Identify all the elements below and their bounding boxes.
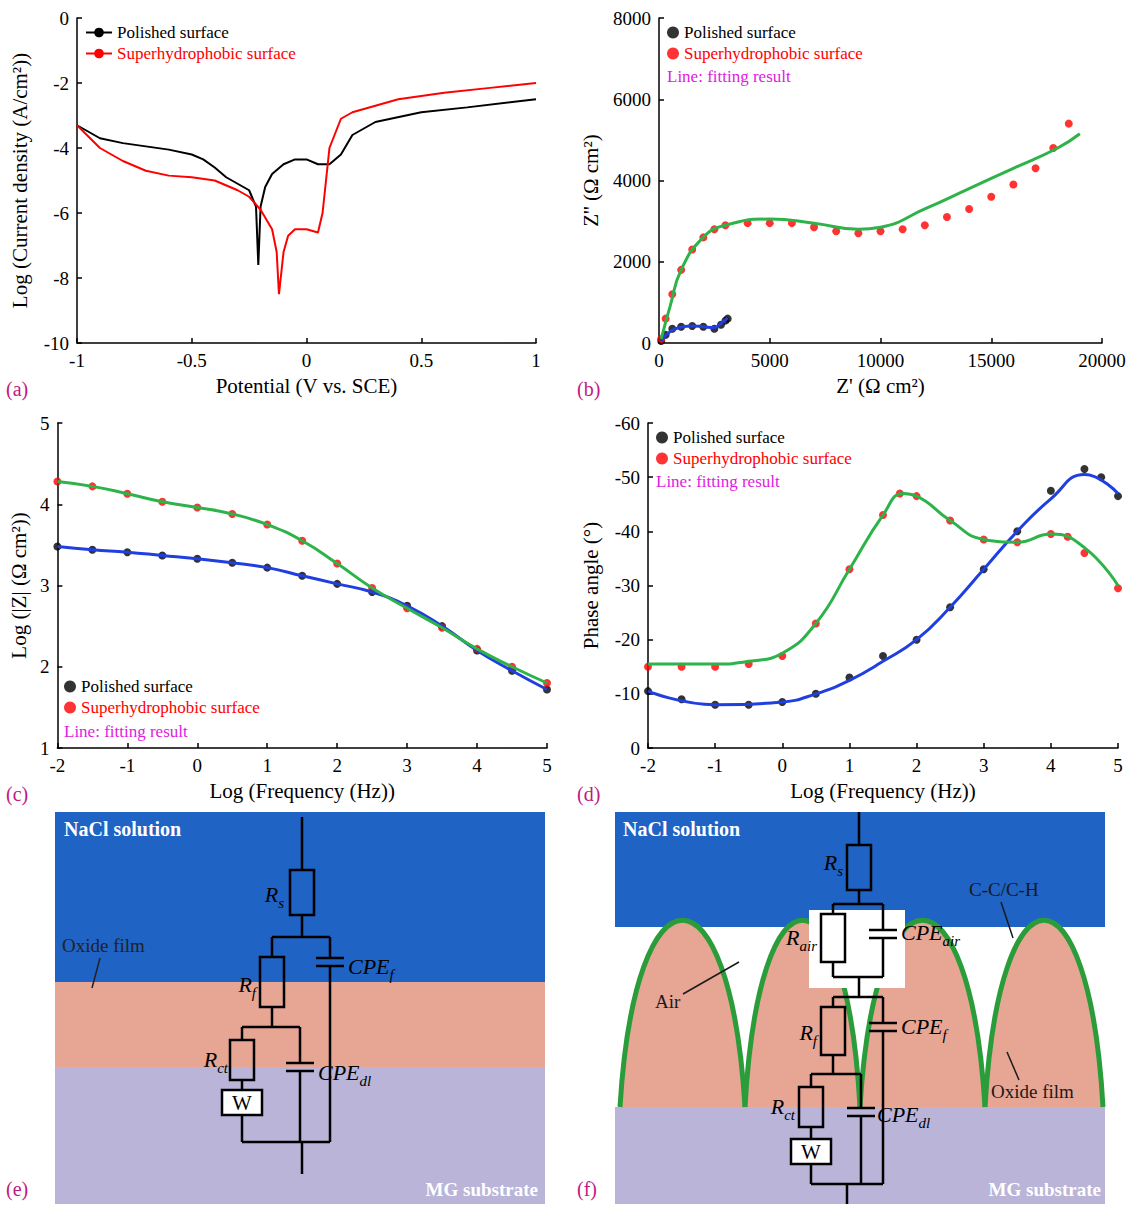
svg-text:-2: -2 [53,73,69,94]
svg-text:-2: -2 [49,755,65,776]
svg-text:0: 0 [302,350,312,371]
svg-text:Superhydrophobic surface: Superhydrophobic surface [117,44,296,63]
svg-text:6000: 6000 [613,89,651,110]
svg-text:(d): (d) [577,783,600,806]
svg-text:C-C/C-H: C-C/C-H [969,879,1039,900]
svg-text:0: 0 [654,350,664,371]
svg-text:CPEair: CPEair [901,920,960,949]
svg-text:0: 0 [778,755,788,776]
svg-text:4000: 4000 [613,170,651,191]
svg-text:Oxide film: Oxide film [991,1081,1074,1102]
svg-text:(b): (b) [577,378,600,401]
svg-text:4: 4 [1046,755,1056,776]
svg-text:0: 0 [631,738,641,759]
svg-text:2: 2 [40,656,50,677]
svg-text:CPEdl: CPEdl [318,1060,371,1089]
svg-text:3: 3 [402,755,412,776]
svg-text:-30: -30 [615,575,640,596]
svg-text:0.5: 0.5 [409,350,433,371]
svg-text:0: 0 [193,755,203,776]
svg-text:8000: 8000 [613,8,651,29]
svg-text:-6: -6 [53,203,69,224]
svg-text:4: 4 [40,494,50,515]
svg-text:(c): (c) [6,783,28,806]
svg-text:MG substrate: MG substrate [989,1179,1101,1200]
svg-text:W: W [232,1091,252,1115]
svg-text:-20: -20 [615,629,640,650]
svg-text:4: 4 [472,755,482,776]
svg-text:2: 2 [912,755,922,776]
svg-text:1: 1 [262,755,272,776]
svg-text:1: 1 [40,738,50,759]
svg-text:Z'' (Ω cm²): Z'' (Ω cm²) [579,134,603,226]
svg-text:Superhydrophobic surface: Superhydrophobic surface [673,449,852,468]
svg-text:Rct: Rct [770,1094,796,1123]
svg-text:2: 2 [332,755,342,776]
svg-text:(f): (f) [577,1178,597,1201]
svg-text:Air: Air [655,991,681,1012]
svg-text:Line: fitting result: Line: fitting result [656,472,780,491]
svg-text:5000: 5000 [751,350,789,371]
svg-text:Oxide film: Oxide film [62,935,145,956]
svg-text:-10: -10 [44,333,69,354]
svg-text:1: 1 [845,755,855,776]
svg-text:Rf: Rf [237,972,257,1001]
svg-text:Superhydrophobic surface: Superhydrophobic surface [81,698,260,717]
svg-text:Log (Frequency (Hz)): Log (Frequency (Hz)) [790,779,975,803]
svg-text:(a): (a) [6,378,28,401]
svg-text:W: W [801,1140,821,1164]
svg-text:CPEf: CPEf [901,1014,949,1043]
svg-text:Rs: Rs [264,882,284,911]
svg-text:Rf: Rf [798,1020,818,1049]
svg-text:Phase angle (°): Phase angle (°) [579,522,603,649]
svg-text:Potential (V vs. SCE): Potential (V vs. SCE) [216,374,398,398]
svg-text:Polished surface: Polished surface [117,23,229,42]
svg-text:(e): (e) [6,1178,28,1201]
svg-text:-60: -60 [615,413,640,434]
svg-text:Line: fitting result: Line: fitting result [64,722,188,741]
svg-text:Polished surface: Polished surface [673,428,785,447]
svg-text:-0.5: -0.5 [177,350,207,371]
svg-text:10000: 10000 [857,350,905,371]
svg-text:5: 5 [40,413,50,434]
svg-text:5: 5 [542,755,552,776]
svg-text:-1: -1 [119,755,135,776]
svg-text:NaCl solution: NaCl solution [64,818,181,840]
svg-text:Z' (Ω cm²): Z' (Ω cm²) [836,374,925,398]
svg-text:-50: -50 [615,467,640,488]
svg-text:1: 1 [531,350,541,371]
svg-text:-1: -1 [69,350,85,371]
svg-text:3: 3 [40,575,50,596]
svg-text:20000: 20000 [1078,350,1126,371]
svg-text:Line: fitting result: Line: fitting result [667,67,791,86]
svg-text:-8: -8 [53,268,69,289]
svg-text:Polished surface: Polished surface [81,677,193,696]
svg-text:CPEf: CPEf [348,954,396,983]
svg-text:MG substrate: MG substrate [426,1179,538,1200]
svg-text:Log (Frequency (Hz)): Log (Frequency (Hz)) [209,779,394,803]
svg-text:Superhydrophobic surface: Superhydrophobic surface [684,44,863,63]
svg-text:Log (Current density (A/cm²)): Log (Current density (A/cm²)) [8,53,32,308]
svg-text:5: 5 [1113,755,1123,776]
svg-text:-4: -4 [53,138,69,159]
svg-text:NaCl solution: NaCl solution [623,818,740,840]
svg-text:CPEdl: CPEdl [877,1102,930,1131]
svg-text:Polished surface: Polished surface [684,23,796,42]
svg-text:0: 0 [60,8,70,29]
svg-text:15000: 15000 [968,350,1016,371]
svg-text:Log (|Z| (Ω cm²)): Log (|Z| (Ω cm²)) [7,512,31,658]
svg-text:-40: -40 [615,521,640,542]
svg-text:Rair: Rair [785,925,817,954]
svg-text:2000: 2000 [613,251,651,272]
svg-text:-10: -10 [615,683,640,704]
svg-text:Rct: Rct [203,1047,229,1076]
svg-text:Rs: Rs [823,850,843,879]
svg-text:-1: -1 [707,755,723,776]
svg-text:0: 0 [642,333,652,354]
svg-text:-2: -2 [640,755,656,776]
svg-text:3: 3 [979,755,989,776]
